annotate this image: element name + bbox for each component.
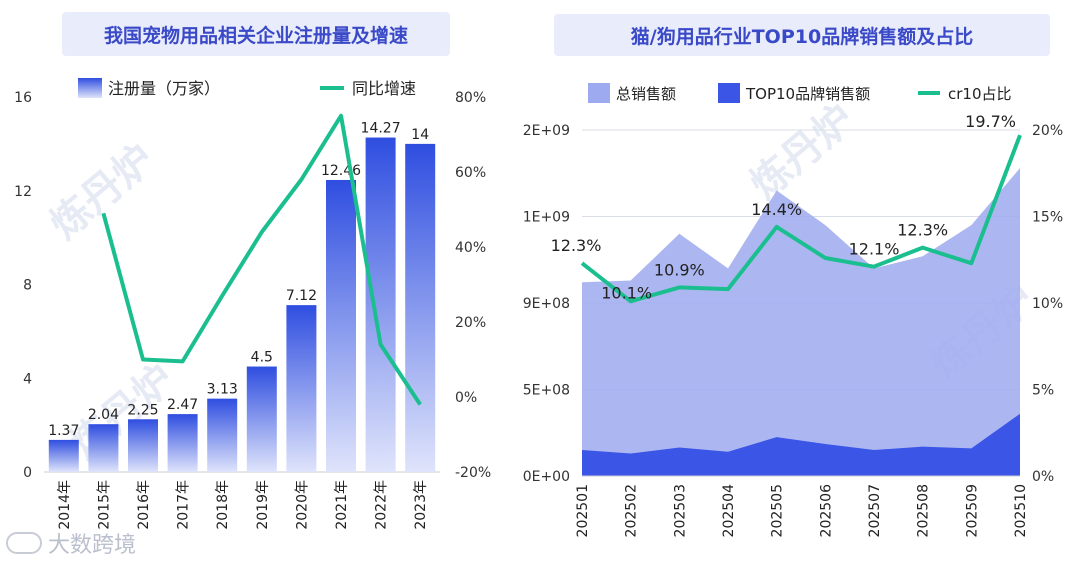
- bar-value-label: 2.47: [167, 397, 198, 413]
- x-tick-label: 202508: [916, 484, 932, 537]
- right-chart-title: 猫/狗用品行业TOP10品牌销售额及占比: [554, 14, 1050, 56]
- bar-value-label: 14: [411, 127, 429, 143]
- right-y-tick-label: 5E+08: [523, 383, 570, 399]
- x-tick-label: 202510: [1013, 484, 1029, 537]
- bar-registrations: [286, 305, 317, 472]
- right-y-tick-label: 2E+09: [523, 123, 570, 139]
- x-tick-label: 202503: [672, 484, 688, 537]
- legend-label-registrations: 注册量（万家）: [108, 79, 220, 98]
- x-tick-label: 202505: [770, 484, 786, 537]
- bar-value-label: 2.25: [127, 402, 158, 418]
- left-y-tick-label: 4: [23, 371, 32, 387]
- left-y2-tick-label: 0%: [455, 390, 477, 406]
- x-tick-label: 2014年: [57, 480, 73, 530]
- x-tick-label: 202501: [575, 484, 591, 537]
- x-tick-label: 2023年: [413, 480, 429, 530]
- left-y-tick-label: 0: [23, 465, 32, 481]
- legend-label-top10-sales: TOP10品牌销售额: [745, 85, 870, 103]
- x-tick-label: 2018年: [215, 480, 231, 530]
- legend-swatch-top10-sales: [718, 83, 740, 103]
- x-tick-label: 2020年: [294, 480, 310, 530]
- cr10-share-label: 12.3%: [897, 221, 948, 240]
- x-tick-label: 2021年: [334, 480, 350, 530]
- left-y-tick-label: 12: [14, 184, 32, 200]
- legend-label-cr10: cr10占比: [948, 85, 1012, 103]
- left-y2-tick-label: 40%: [455, 240, 486, 256]
- cr10-share-label: 14.4%: [751, 200, 802, 219]
- x-tick-label: 2015年: [96, 480, 112, 530]
- right-chart-title-text: 猫/狗用品行业TOP10品牌销售额及占比: [630, 25, 974, 48]
- x-tick-label: 202502: [624, 484, 640, 537]
- right-chart-panel: 猫/狗用品行业TOP10品牌销售额及占比 0E+00 5E+08 9E+08 1E+0…: [520, 0, 1080, 561]
- right-y2-tick-label: 20%: [1032, 123, 1063, 139]
- footer-watermark-text: 大数跨境: [48, 533, 137, 558]
- footer-logo-icon: [6, 532, 42, 554]
- bar-value-label: 3.13: [207, 382, 238, 398]
- x-tick-label: 202507: [867, 484, 883, 537]
- legend-swatch-registrations: [78, 78, 102, 98]
- bar-registrations: [207, 398, 238, 472]
- cr10-share-label: 10.1%: [601, 283, 652, 302]
- x-tick-label: 2016年: [136, 480, 152, 530]
- x-tick-label: 202504: [721, 484, 737, 538]
- cr10-share-label: 12.3%: [551, 236, 602, 255]
- footer-watermark: 大数跨境: [6, 527, 136, 559]
- cr10-share-line: [580, 134, 1022, 304]
- right-y-tick-label: 9E+08: [523, 296, 570, 312]
- right-y2-tick-label: 0%: [1032, 469, 1054, 485]
- bar-value-label: 2.04: [88, 407, 119, 423]
- x-tick-label: 202509: [964, 484, 980, 537]
- bar-value-label: 7.12: [286, 288, 317, 304]
- left-chart-svg: 0 4 8 12 16 -20% 0% 20% 40% 60% 80% 1.37 2014年 2.04 20…: [14, 78, 491, 530]
- bar-registrations: [246, 366, 277, 472]
- left-chart-title: 我国宠物用品相关企业注册量及增速: [62, 12, 450, 56]
- x-tick-label: 2019年: [255, 480, 271, 530]
- legend-label-total-sales: 总销售额: [616, 85, 676, 103]
- bar-value-label: 4.5: [251, 350, 273, 366]
- left-y2-tick-label: 20%: [455, 315, 486, 331]
- left-y-tick-label: 8: [23, 278, 32, 294]
- right-y-tick-label: 1E+09: [523, 210, 570, 226]
- area-top10-sales: [582, 413, 1020, 476]
- bar-value-label: 12.46: [321, 163, 361, 179]
- left-chart-panel: 我国宠物用品相关企业注册量及增速 0 4 8 12 16 -20% 0% 20% 40% 60% 8…: [0, 0, 520, 561]
- legend-swatch-total-sales: [588, 83, 610, 103]
- left-y-tick-label: 16: [14, 90, 32, 106]
- left-y2-tick-label: 80%: [455, 90, 486, 106]
- cr10-share-label: 12.1%: [849, 240, 900, 259]
- bar-registrations: [365, 137, 396, 472]
- left-y2-tick-label: -20%: [455, 465, 491, 481]
- right-chart-svg: 0E+00 5E+08 9E+08 1E+09 2E+09 0% 5% 10% 15% 20% 12…: [523, 83, 1063, 538]
- right-y2-tick-label: 15%: [1032, 210, 1063, 226]
- bar-registrations: [88, 424, 119, 472]
- bar-registrations: [128, 419, 158, 472]
- right-y-tick-label: 0E+00: [523, 469, 570, 485]
- cr10-share-label: 10.9%: [654, 260, 705, 279]
- bar-registrations: [405, 143, 436, 472]
- x-tick-label: 2017年: [176, 480, 192, 530]
- cr10-share-label: 19.7%: [965, 112, 1016, 131]
- bar-registrations: [48, 439, 79, 472]
- area-total-sales: [582, 168, 1020, 476]
- x-tick-label: 202506: [818, 484, 834, 538]
- right-y2-tick-label: 10%: [1032, 296, 1063, 312]
- right-y2-tick-label: 5%: [1032, 383, 1054, 399]
- legend-label-growth: 同比增速: [352, 79, 416, 98]
- left-y2-tick-label: 60%: [455, 165, 486, 181]
- bar-value-label: 1.37: [48, 423, 79, 439]
- bar-value-label: 14.27: [361, 121, 401, 137]
- left-chart-title-text: 我国宠物用品相关企业注册量及增速: [103, 24, 408, 47]
- bar-registrations: [167, 414, 198, 472]
- x-tick-label: 2022年: [374, 480, 390, 530]
- bar-registrations: [326, 179, 356, 472]
- growth-rate-line: [101, 113, 422, 406]
